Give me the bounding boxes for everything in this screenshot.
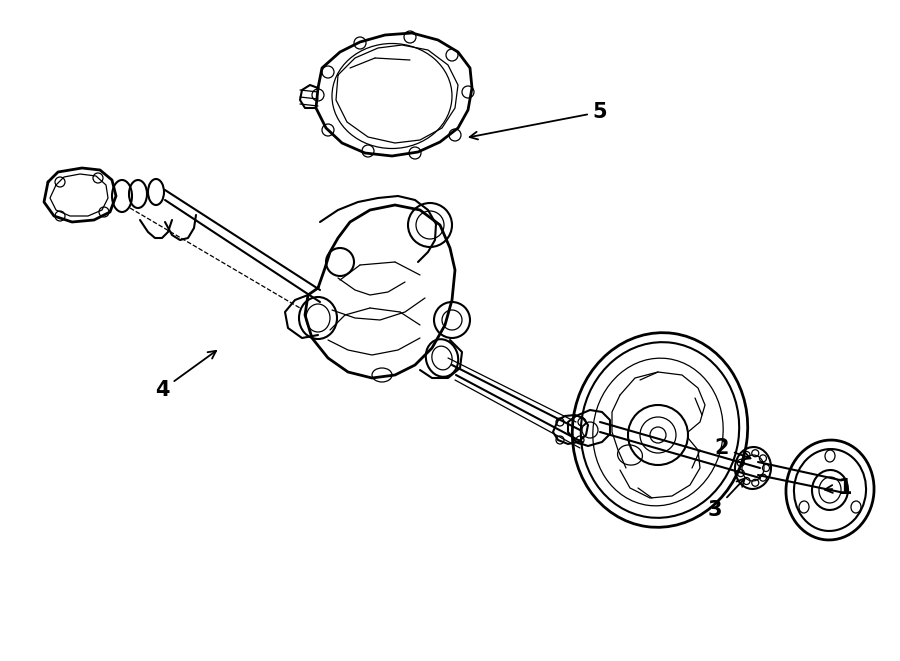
Text: 4: 4 (155, 351, 216, 400)
Text: 1: 1 (824, 478, 852, 498)
Text: 3: 3 (707, 479, 744, 520)
Text: 2: 2 (715, 438, 751, 459)
Text: 5: 5 (470, 102, 608, 139)
